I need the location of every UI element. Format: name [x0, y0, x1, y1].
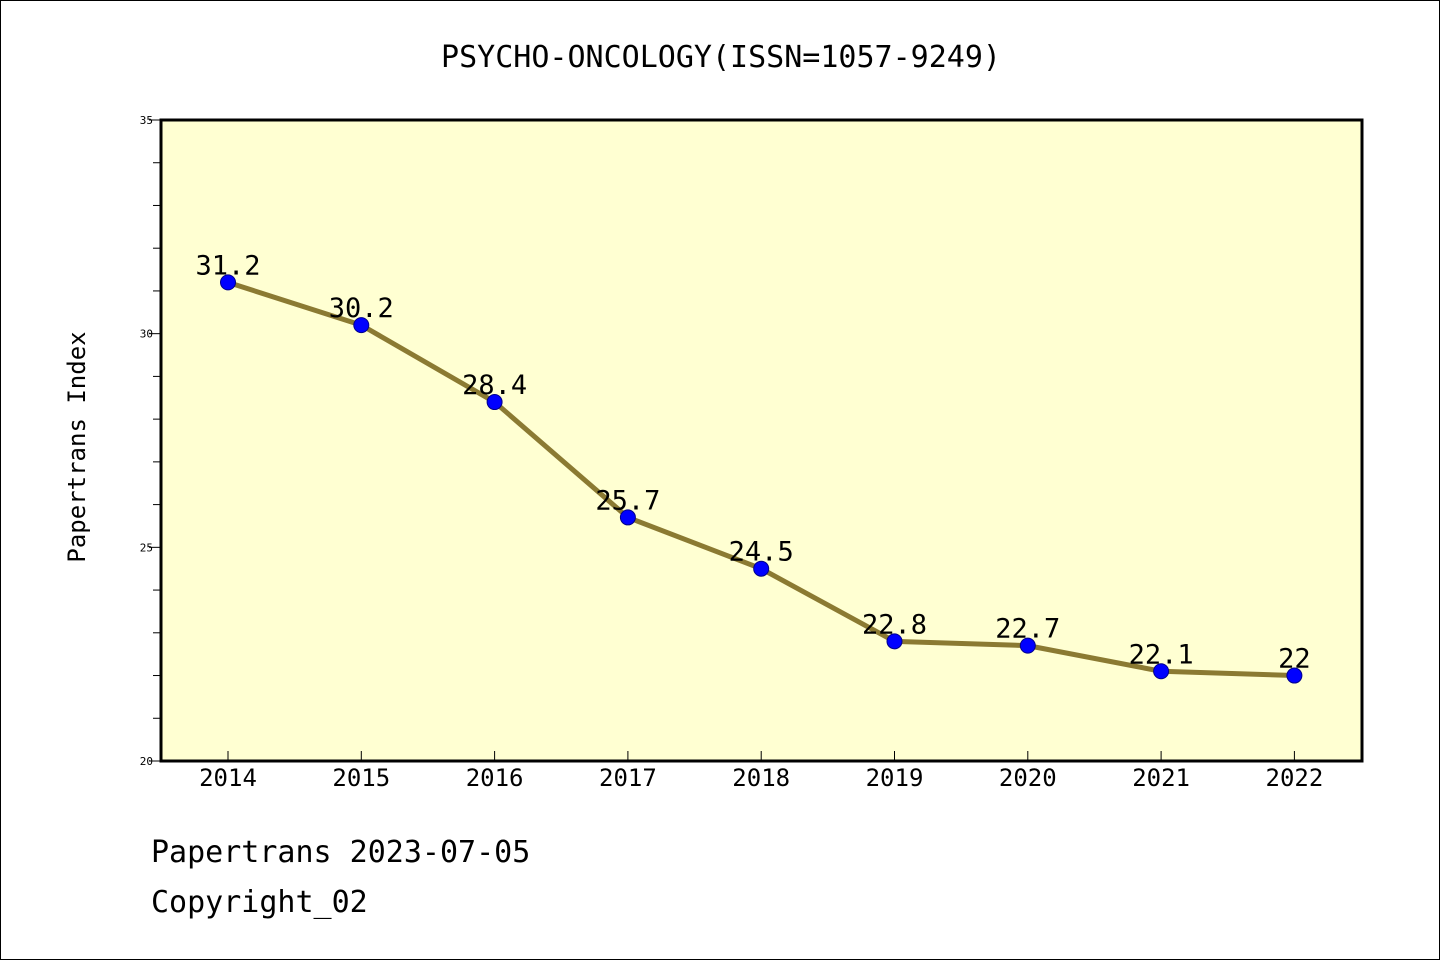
x-tick-label: 2017: [599, 764, 657, 792]
data-label: 24.5: [729, 537, 794, 568]
x-tick-label: 2016: [466, 764, 524, 792]
data-point: [220, 274, 236, 291]
x-tick-label: 2021: [1132, 764, 1190, 792]
x-tick-label: 2022: [1266, 764, 1324, 792]
x-tick-label: 2019: [866, 764, 924, 792]
data-label: 22: [1278, 644, 1311, 675]
data-label: 22.8: [862, 609, 927, 640]
y-tick-label: 20: [140, 755, 153, 768]
data-point: [353, 317, 370, 334]
y-tick-label: 25: [140, 541, 153, 554]
data-point: [619, 509, 636, 526]
data-point: [753, 560, 770, 577]
footer-date-text: Papertrans 2023-07-05: [151, 835, 531, 870]
y-tick-label: 35: [140, 114, 153, 127]
footer-copyright-text: Copyright_02: [151, 885, 368, 920]
x-tick-label: 2014: [199, 764, 257, 792]
data-points: [220, 274, 1303, 684]
data-point: [1019, 637, 1036, 654]
data-label: 28.4: [462, 370, 527, 401]
data-point: [486, 394, 503, 411]
data-label: 30.2: [329, 293, 394, 324]
data-point: [1153, 663, 1170, 680]
data-label: 22.7: [995, 614, 1060, 645]
x-tick-label: 2020: [999, 764, 1057, 792]
plot-area: [159, 118, 1364, 763]
chart-title: PSYCHO-ONCOLOGY(ISSN=1057-9249): [441, 40, 1001, 75]
data-labels: 31.2 30.2 28.4 25.7 24.5 22.8 22.7 22.1 22: [195, 250, 1310, 674]
data-label: 25.7: [595, 485, 660, 516]
y-axis: 20 25 30 35: [140, 114, 161, 768]
x-tick-label: 2015: [332, 764, 390, 792]
y-axis-label: Papertrans Index: [63, 331, 91, 562]
x-tick-label: 2018: [732, 764, 790, 792]
data-label: 31.2: [195, 250, 260, 281]
data-point: [886, 633, 903, 650]
data-label: 22.1: [1129, 639, 1194, 670]
x-axis: 2014 2015 2016 2017 2018 2019 2020 2021 2022: [199, 751, 1323, 792]
y-tick-label: 30: [140, 328, 153, 341]
data-point: [1286, 667, 1303, 684]
